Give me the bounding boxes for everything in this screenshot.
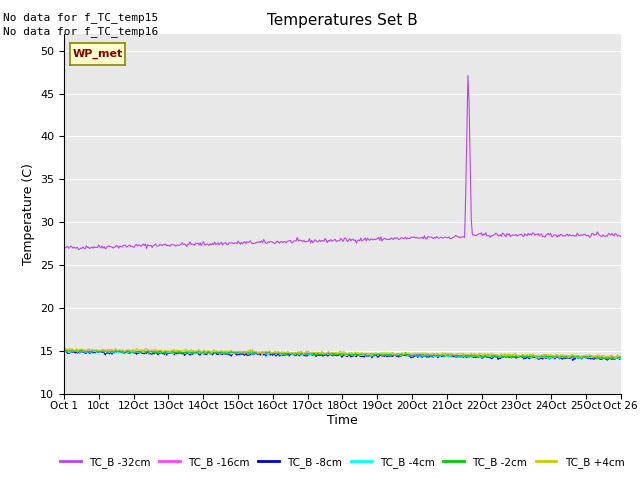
TC_B +4cm [612,356,620,361]
TC_B -16cm [518,353,525,359]
TC_B -2cm [60,348,68,353]
TC_B -8cm [518,354,525,360]
TC_B -2cm [362,352,370,358]
TC_B -32cm [60,244,68,250]
TC_B +4cm [518,353,525,359]
TC_B -8cm [326,351,333,357]
TC_B -4cm [617,356,625,362]
TC_B -32cm [617,234,625,240]
TC_B +4cm [605,354,612,360]
TC_B -32cm [606,231,614,237]
TC_B -8cm [329,353,337,359]
TC_B -8cm [67,348,74,354]
TC_B -8cm [393,353,401,359]
Line: TC_B -16cm: TC_B -16cm [64,349,621,359]
Y-axis label: Temperature (C): Temperature (C) [22,163,35,264]
TC_B +4cm [362,350,370,356]
TC_B -2cm [74,347,81,353]
TC_B +4cm [326,349,333,355]
Text: No data for f_TC_temp16: No data for f_TC_temp16 [3,26,159,37]
TC_B -2cm [393,351,401,357]
Text: WP_met: WP_met [72,49,123,59]
TC_B -2cm [607,356,614,362]
TC_B +4cm [617,353,625,359]
TC_B -4cm [60,348,68,354]
TC_B -16cm [615,356,623,361]
TC_B -32cm [326,238,333,244]
TC_B -32cm [329,238,337,243]
TC_B -8cm [606,355,614,360]
TC_B -32cm [464,73,472,79]
Text: No data for f_TC_temp15: No data for f_TC_temp15 [3,12,159,23]
Line: TC_B -8cm: TC_B -8cm [64,351,621,360]
TC_B -32cm [75,247,83,252]
TC_B -4cm [326,351,333,357]
TC_B -2cm [605,355,612,360]
TC_B -4cm [606,355,614,360]
TC_B -4cm [393,352,401,358]
TC_B +4cm [66,345,74,351]
X-axis label: Time: Time [327,414,358,427]
TC_B -4cm [518,354,525,360]
Line: TC_B -32cm: TC_B -32cm [64,76,621,250]
TC_B +4cm [393,351,401,357]
TC_B -16cm [326,350,333,356]
TC_B -2cm [518,354,525,360]
TC_B +4cm [329,349,337,355]
TC_B -16cm [60,347,68,353]
TC_B -4cm [329,352,337,358]
TC_B -16cm [605,354,612,360]
TC_B -16cm [68,347,76,352]
TC_B -8cm [60,350,68,356]
TC_B -16cm [617,354,625,360]
Title: Temperatures Set B: Temperatures Set B [267,13,418,28]
Line: TC_B +4cm: TC_B +4cm [64,348,621,359]
TC_B -8cm [569,358,577,363]
Legend: TC_B -32cm, TC_B -16cm, TC_B -8cm, TC_B -4cm, TC_B -2cm, TC_B +4cm: TC_B -32cm, TC_B -16cm, TC_B -8cm, TC_B … [56,453,628,472]
TC_B -4cm [92,348,99,353]
TC_B -16cm [393,351,401,357]
TC_B -16cm [329,350,337,356]
TC_B -2cm [329,351,337,357]
TC_B +4cm [60,347,68,353]
TC_B -32cm [393,235,401,240]
TC_B -32cm [519,233,527,239]
TC_B -32cm [362,238,370,244]
TC_B -16cm [362,352,370,358]
Line: TC_B -4cm: TC_B -4cm [64,350,621,359]
TC_B -8cm [617,356,625,361]
TC_B -2cm [617,354,625,360]
TC_B -4cm [545,356,553,362]
Line: TC_B -2cm: TC_B -2cm [64,350,621,359]
TC_B -8cm [362,353,370,359]
TC_B -2cm [326,351,333,357]
TC_B -4cm [362,352,370,358]
